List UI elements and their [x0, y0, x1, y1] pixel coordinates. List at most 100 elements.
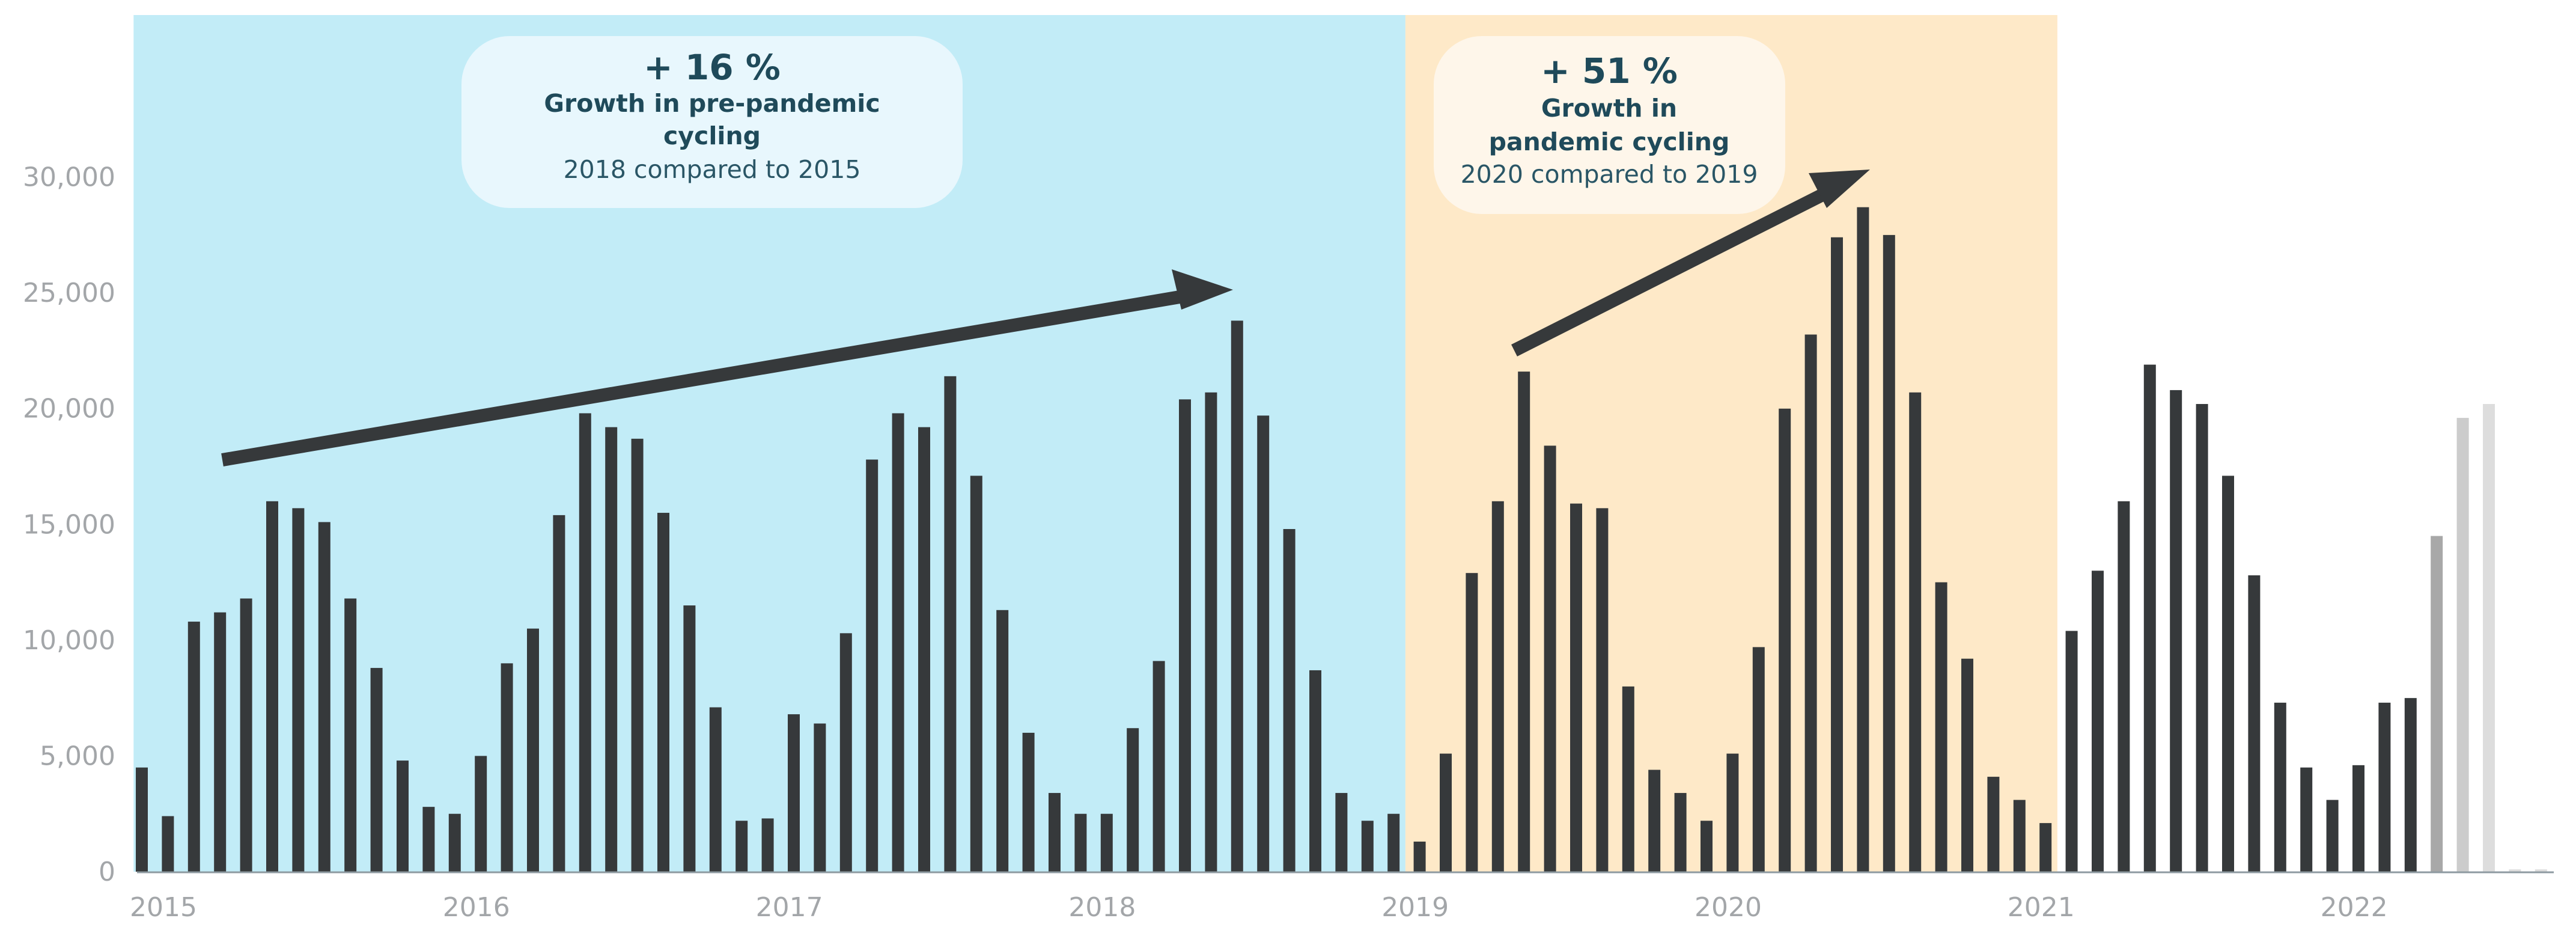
bar	[1205, 392, 1217, 872]
trend-arrow-pandemic	[1511, 170, 1870, 356]
bar	[162, 816, 174, 872]
bar	[2092, 571, 2104, 872]
bar	[136, 767, 148, 872]
bar	[1049, 793, 1061, 872]
callout-pandemic: + 51 % Growth in pandemic cycling 2020 c…	[1434, 36, 1785, 214]
bar	[1466, 573, 1478, 872]
bar	[448, 813, 461, 872]
bar	[1804, 334, 1817, 872]
bar	[788, 714, 800, 872]
bar	[944, 376, 957, 872]
bar	[187, 622, 200, 872]
bar	[553, 515, 565, 872]
bar	[344, 598, 357, 872]
y-tick-label: 30,000	[23, 162, 115, 193]
trend-arrow-pre-pandemic	[221, 269, 1233, 467]
bar	[397, 760, 409, 872]
bar	[631, 438, 644, 872]
x-axis-tick-labels: 2015 2016 2017 2018 2019 2020 2021 2022	[130, 892, 2388, 923]
callout-pandemic-box	[1434, 36, 1785, 214]
bar	[2300, 767, 2313, 872]
bar	[814, 723, 826, 872]
bar	[2222, 476, 2234, 872]
bar	[683, 605, 696, 872]
bar	[1961, 658, 1973, 872]
bar	[2143, 364, 2156, 872]
bar	[240, 598, 252, 872]
bar	[1883, 234, 1895, 872]
callout-pandemic-title-line-1: Growth in	[1541, 94, 1677, 123]
x-tick-label: 2022	[2321, 892, 2388, 923]
bar	[318, 522, 330, 872]
bar	[605, 427, 618, 872]
bar	[1074, 813, 1087, 872]
bar	[214, 612, 227, 872]
bar	[1100, 813, 1113, 872]
bar	[2483, 404, 2495, 872]
bar	[1387, 813, 1400, 872]
bar	[2039, 823, 2052, 872]
callout-pre-pandemic: + 16 % Growth in pre-pandemic cycling 20…	[461, 36, 963, 208]
bar	[1309, 670, 1321, 872]
bar	[2431, 536, 2443, 872]
callout-pre-pandemic-box	[461, 36, 963, 208]
x-tick-label: 2020	[1694, 892, 1762, 923]
bar	[1701, 821, 1713, 872]
bar	[1726, 753, 1739, 872]
bar	[2118, 501, 2130, 872]
bar	[2378, 702, 2391, 872]
callout-pandemic-subtitle: 2020 compared to 2019	[1461, 160, 1758, 189]
callout-pandemic-title-line-2: pandemic cycling	[1489, 127, 1730, 156]
bar	[2248, 575, 2261, 872]
bar	[370, 668, 383, 872]
bar	[918, 427, 930, 872]
bar	[2352, 765, 2364, 872]
bar	[996, 610, 1009, 872]
bar	[1674, 793, 1687, 872]
bar	[1935, 582, 1947, 872]
x-tick-label: 2015	[130, 892, 197, 923]
bar	[1779, 408, 1791, 872]
bar	[2326, 800, 2339, 872]
bar	[1257, 415, 1270, 872]
bar	[2456, 418, 2469, 872]
y-tick-label: 25,000	[23, 278, 115, 308]
bar	[1987, 777, 2000, 872]
callout-pre-pandemic-subtitle: 2018 compared to 2015	[564, 155, 861, 184]
x-tick-label: 2017	[756, 892, 823, 923]
bar	[2013, 800, 2026, 872]
y-axis-tick-labels: 0 5,000 10,000 15,000 20,000 25,000 30,000	[23, 162, 115, 887]
callout-pre-pandemic-title-line-2: cycling	[663, 121, 761, 150]
x-tick-label: 2016	[443, 892, 510, 923]
x-tick-label: 2019	[1381, 892, 1449, 923]
callout-pre-pandemic-value: + 16 %	[644, 47, 781, 88]
bar	[1648, 769, 1661, 872]
bar	[292, 508, 305, 872]
bar	[1179, 399, 1191, 872]
bar	[579, 413, 591, 872]
callout-pandemic-value: + 51 %	[1541, 50, 1678, 91]
bar	[2170, 390, 2182, 872]
bar	[866, 459, 878, 872]
bar	[475, 756, 487, 872]
bar	[266, 501, 278, 872]
bar	[970, 476, 982, 872]
bar	[1857, 207, 1869, 872]
bar	[2274, 702, 2286, 872]
bar	[422, 807, 435, 872]
y-tick-label: 10,000	[23, 625, 115, 656]
bar	[1231, 320, 1243, 872]
bar	[1622, 686, 1634, 872]
bar	[1596, 508, 1609, 872]
bar	[657, 513, 669, 872]
bar	[839, 633, 852, 872]
bars	[136, 207, 2547, 872]
bar	[761, 818, 774, 872]
bar	[1570, 503, 1582, 872]
bar	[1909, 392, 1922, 872]
bar	[1518, 372, 1530, 872]
bar	[2509, 869, 2521, 872]
bar	[1127, 728, 1139, 872]
bar	[1831, 237, 1843, 872]
